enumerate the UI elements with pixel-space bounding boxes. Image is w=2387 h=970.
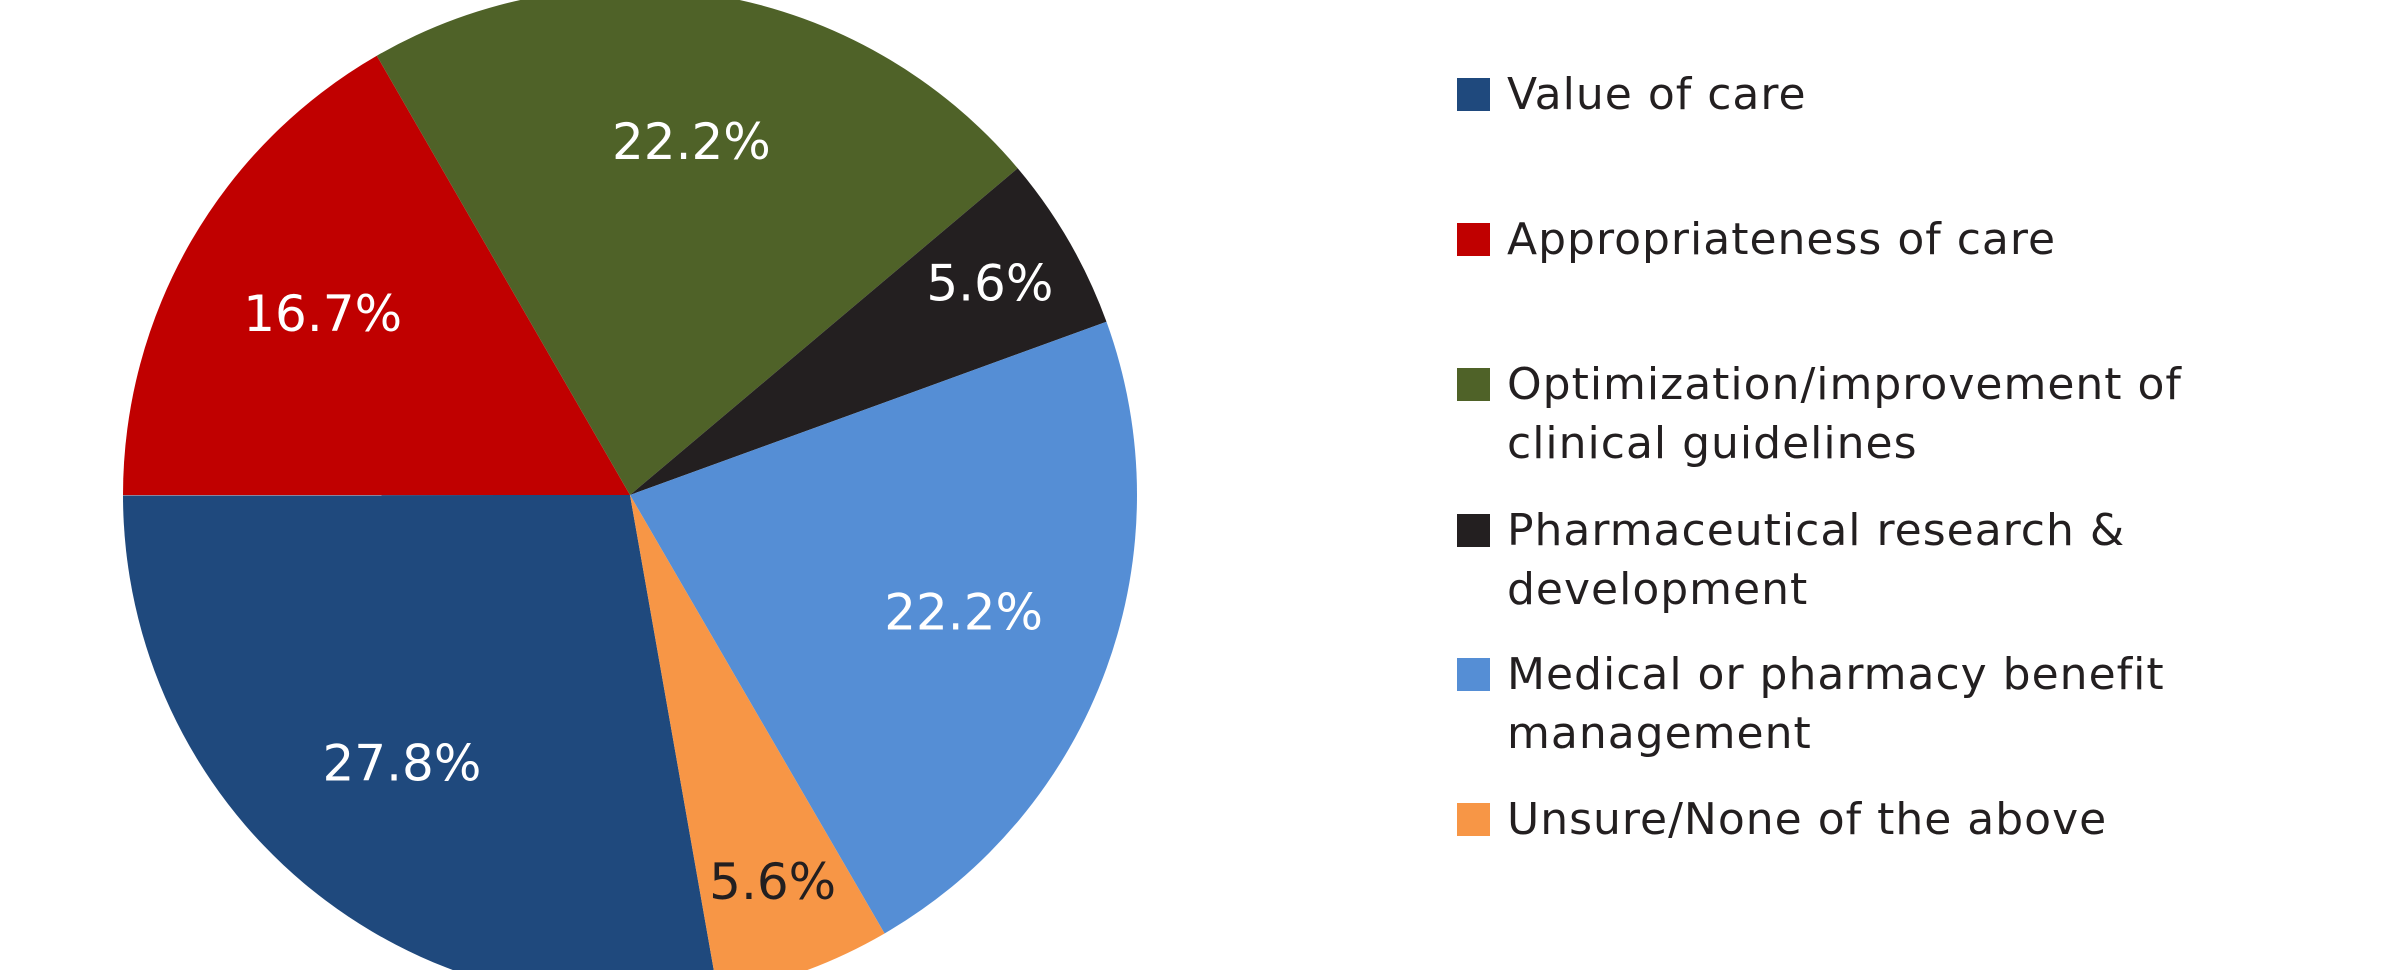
legend-item: Optimization/improvement of clinical gui… [1457,355,2337,473]
data-label: 16.7% [243,285,402,343]
legend-swatch [1457,514,1490,547]
legend-swatch [1457,658,1490,691]
legend-item: Pharmaceutical research & development [1457,501,2337,619]
data-label: 22.2% [884,584,1043,642]
pie-slice [630,168,1107,495]
legend-swatch [1457,803,1490,836]
data-label: 22.2% [612,113,771,171]
legend-swatch [1457,368,1490,401]
data-label: 27.8% [323,734,482,792]
legend-label: Appropriateness of care [1507,214,2057,265]
legend-label: Optimization/improvement of clinical gui… [1507,359,2182,469]
legend-label: Value of care [1507,69,1807,120]
pie-slice [630,495,885,970]
legend-item: Appropriateness of care [1457,210,2337,269]
legend-label: Unsure/None of the above [1507,794,2108,845]
legend-label: Pharmaceutical research & development [1507,505,2126,615]
pie-slice [123,495,714,970]
pie-slice [630,321,1138,934]
data-label: 5.6% [926,254,1053,312]
legend-item: Unsure/None of the above [1457,790,2337,849]
legend-swatch [1457,78,1490,111]
legend-swatch [1457,223,1490,256]
legend-label: Medical or pharmacy benefit management [1507,649,2165,759]
data-label: 5.6% [709,853,836,911]
legend-item: Medical or pharmacy benefit management [1457,645,2337,763]
legend-item: Value of care [1457,65,2337,124]
pie-slice [376,0,1018,495]
pie-slice [123,55,630,496]
